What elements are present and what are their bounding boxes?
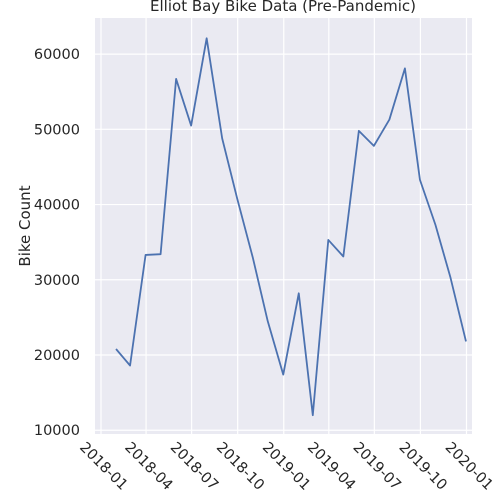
y-tick-label: 50000 — [34, 122, 80, 138]
chart-title: Elliot Bay Bike Data (Pre-Pandemic) — [150, 0, 416, 15]
x-tick-label: 2018-04 — [121, 440, 175, 494]
y-tick-label: 40000 — [34, 198, 80, 214]
x-tick-label: 2018-01 — [76, 440, 130, 494]
y-tick-labels: 10000 20000 30000 40000 50000 60000 — [34, 47, 80, 439]
x-tick-label: 2019-01 — [259, 440, 313, 494]
y-tick-label: 20000 — [34, 348, 80, 364]
y-tick-label: 30000 — [34, 273, 80, 289]
x-tick-label: 2019-04 — [304, 440, 358, 494]
series-line — [115, 37, 467, 417]
x-tick-label: 2019-10 — [396, 440, 450, 494]
y-tick-label: 60000 — [34, 47, 80, 63]
x-tick-label: 2019-07 — [350, 440, 404, 494]
y-axis-title: Bike Count — [16, 185, 34, 266]
grid — [95, 18, 472, 434]
x-tick-label: 2018-07 — [167, 440, 221, 494]
data-points — [116, 38, 467, 416]
x-tick-label: 2018-10 — [213, 440, 267, 494]
x-tick-label: 2020-01 — [442, 440, 496, 494]
y-tick-label: 10000 — [34, 423, 80, 439]
x-tick-labels: 2018-012018-042018-072018-102019-012019-… — [76, 440, 496, 494]
